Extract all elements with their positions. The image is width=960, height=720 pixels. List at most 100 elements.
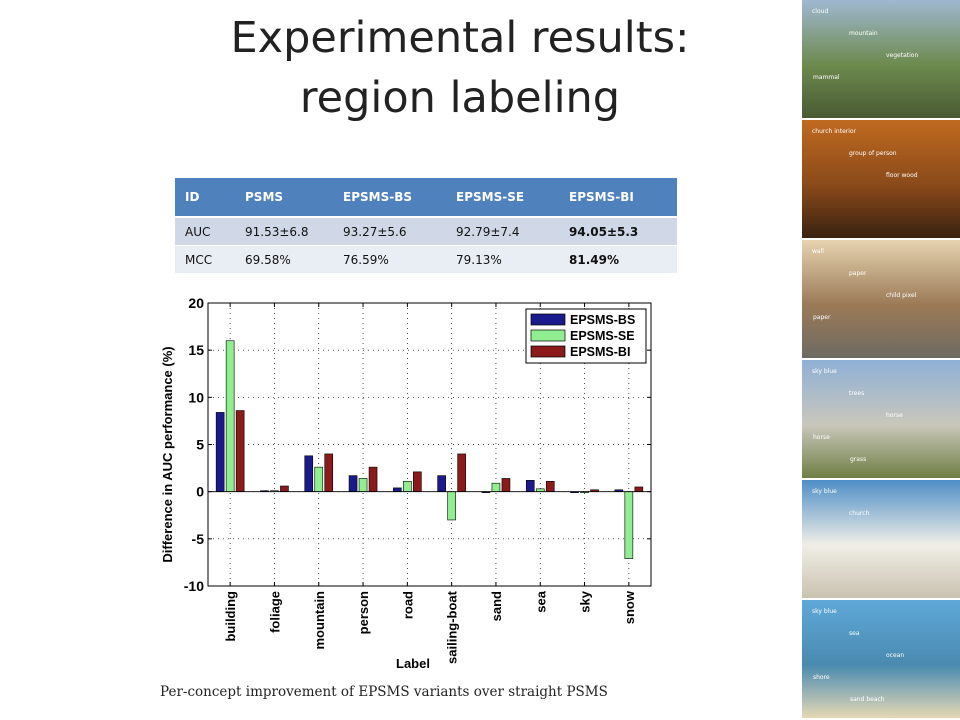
bar-epsms-bs-building [215, 412, 225, 492]
header-id: ID [175, 178, 235, 218]
x-tick-label-sand: sand [489, 591, 504, 621]
x-tick-label-sailing-boat: sailing-boat [445, 590, 460, 664]
example-image-tile: church interior group of person floor wood [802, 120, 960, 238]
table-row: AUC 91.53±6.8 93.27±5.6 92.79±7.4 94.05±… [175, 216, 677, 246]
y-tick-label: -5 [192, 531, 205, 547]
bar-epsms-se-sea [535, 488, 545, 492]
bar-epsms-se-sand [491, 482, 501, 492]
x-axis-label: Label [396, 656, 430, 671]
region-label: shore [813, 674, 830, 681]
bar-epsms-bi-mountain [324, 453, 334, 492]
header-epsms-bs: EPSMS-BS [333, 178, 446, 218]
region-label: church interior [812, 128, 857, 135]
region-label: wall [812, 248, 824, 255]
table-cell: 91.53±6.8 [235, 216, 333, 246]
bar-epsms-bi-road [413, 471, 422, 492]
bar-epsms-bi-sailing-boat [457, 453, 466, 492]
x-tick-label-road: road [400, 591, 415, 619]
region-label: paper [813, 314, 831, 321]
y-tick-label: 15 [188, 342, 204, 358]
region-label: ocean [886, 652, 905, 659]
example-image-tile: sky blue church [802, 480, 960, 598]
bar-epsms-bs-road [393, 487, 402, 492]
example-image-tile: sky blue trees horse horse grass [802, 360, 960, 478]
region-label: cloud [812, 8, 829, 15]
region-label: horse [886, 412, 903, 419]
bar-epsms-se-person [358, 478, 368, 492]
table-cell: 93.27±5.6 [333, 216, 446, 246]
bar-epsms-se-road [403, 480, 412, 492]
legend-label-epsms-bs: EPSMS-BS [570, 313, 635, 327]
y-axis-label: Difference in AUC performance (%) [160, 346, 175, 562]
table-cell: 76.59% [333, 245, 446, 273]
bar-epsms-bi-person [368, 466, 378, 492]
example-image-tile: sky blue sea ocean shore sand beach [802, 600, 960, 718]
table-row: MCC 69.58% 76.59% 79.13% 81.49% [175, 245, 677, 273]
region-label: church [849, 510, 870, 517]
slide-title-line-1: Experimental results: [230, 13, 690, 63]
y-tick-label: 20 [188, 295, 204, 311]
region-label: grass [850, 456, 867, 463]
bar-epsms-bi-sea [545, 480, 555, 492]
table-cell-best: 81.49% [559, 245, 677, 273]
region-label: paper [849, 270, 867, 277]
example-image-tile: wall paper child pixel paper [802, 240, 960, 358]
x-tick-label-snow: snow [622, 590, 637, 624]
x-tick-label-sea: sea [533, 590, 548, 612]
region-label: vegetation [886, 52, 919, 59]
y-tick-label: 0 [196, 484, 204, 500]
region-label: sea [849, 630, 860, 637]
y-tick-label: -10 [184, 578, 204, 594]
region-label: sand beach [850, 696, 885, 703]
table-cell: AUC [175, 216, 235, 246]
slide-title: Experimental results: region labeling [150, 8, 770, 128]
region-label: horse [813, 434, 830, 441]
region-label: mammal [813, 74, 840, 81]
slide-title-line-2: region labeling [299, 73, 621, 123]
bar-epsms-bi-sand [501, 478, 511, 492]
x-tick-label-building: building [223, 591, 238, 642]
bar-epsms-se-sailing-boat [447, 491, 456, 521]
bar-epsms-bs-sea [525, 480, 535, 492]
legend-label-epsms-bi: EPSMS-BI [570, 345, 630, 359]
region-label: sky blue [812, 608, 837, 615]
region-label: trees [849, 390, 865, 397]
table-header-row: ID PSMS EPSMS-BS EPSMS-SE EPSMS-BI [175, 178, 677, 218]
table-cell: 92.79±7.4 [446, 216, 559, 246]
table-cell-best: 94.05±5.3 [559, 216, 677, 246]
example-image-strip: cloud mountain vegetation mammal church inte… [802, 0, 960, 720]
x-tick-label-sky: sky [578, 590, 593, 612]
region-label: child pixel [886, 292, 917, 299]
results-table: ID PSMS EPSMS-BS EPSMS-SE EPSMS-BI AUC 9… [175, 178, 677, 273]
bar-epsms-bi-foliage [280, 485, 289, 492]
y-tick-label: 10 [188, 389, 204, 405]
figure-caption: Per-concept improvement of EPSMS variant… [160, 684, 608, 700]
region-label: mountain [849, 30, 878, 37]
y-tick-label: 5 [196, 437, 204, 453]
bar-epsms-bs-mountain [304, 455, 314, 492]
bar-epsms-se-mountain [314, 466, 324, 492]
table-cell: 79.13% [446, 245, 559, 273]
legend-swatch-epsms-bi [530, 345, 566, 358]
x-tick-label-foliage: foliage [267, 591, 282, 633]
x-tick-label-person: person [356, 591, 371, 634]
bar-epsms-bs-sailing-boat [437, 475, 446, 492]
legend-label-epsms-se: EPSMS-SE [570, 329, 635, 343]
legend-swatch-epsms-bs [530, 313, 566, 326]
table-cell: MCC [175, 245, 235, 273]
region-label: sky blue [812, 488, 837, 495]
region-label: group of person [849, 150, 897, 157]
region-label: floor wood [886, 172, 918, 179]
bar-epsms-bi-snow [634, 486, 644, 492]
x-tick-label-mountain: mountain [312, 591, 327, 650]
header-epsms-se: EPSMS-SE [446, 178, 559, 218]
bar-epsms-se-snow [624, 491, 634, 559]
region-label: sky blue [812, 368, 837, 375]
bar-epsms-bi-building [235, 410, 245, 492]
header-psms: PSMS [235, 178, 333, 218]
example-image-tile: cloud mountain vegetation mammal [802, 0, 960, 118]
table-cell: 69.58% [235, 245, 333, 273]
legend-swatch-epsms-se [530, 329, 566, 342]
header-epsms-bi: EPSMS-BI [559, 178, 677, 218]
bar-epsms-se-building [225, 340, 235, 492]
